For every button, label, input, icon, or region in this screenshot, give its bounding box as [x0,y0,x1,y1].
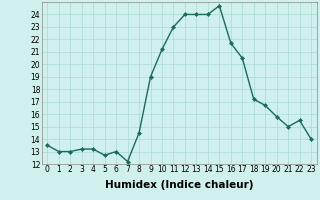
X-axis label: Humidex (Indice chaleur): Humidex (Indice chaleur) [105,180,253,190]
